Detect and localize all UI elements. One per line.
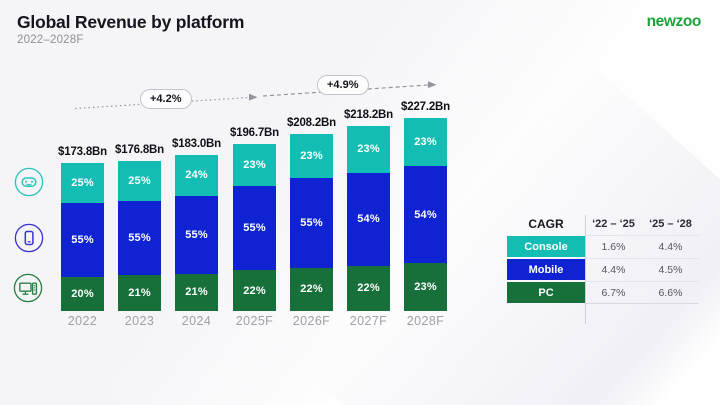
stacked-bar-2022: 25% 55% 20% [61, 163, 104, 311]
segment-mobile-2027F: 54% [347, 172, 390, 266]
pc-legend [13, 273, 43, 303]
segment-pct-label: 23% [414, 136, 437, 149]
segment-mobile-2028F: 54% [404, 166, 447, 263]
segment-pct-label: 55% [71, 233, 94, 246]
axis-label-2027F: 2027F [349, 314, 388, 328]
cagr-table-rows: Console 1.6% 4.4% Mobile 4.4% 4.5% PC 6.7% 6.6% [507, 235, 699, 304]
bar-total-label-2022: $173.8Bn [58, 146, 107, 158]
segment-pct-label: 21% [185, 286, 208, 299]
stacked-bar-2026F: 23% 55% 22% [290, 134, 333, 311]
cagr-value-pc-0: 6.7% [585, 281, 642, 304]
segment-mobile-2025F: 55% [233, 186, 276, 271]
desktop-pc-icon [13, 273, 43, 303]
segment-pc-2022: 20% [61, 276, 104, 311]
segment-pct-label: 22% [243, 284, 266, 297]
axis-label-2028F: 2028F [406, 314, 445, 328]
segment-pct-label: 55% [185, 228, 208, 241]
segment-pc-2024: 21% [175, 273, 218, 311]
cagr-value-mobile-0: 4.4% [585, 258, 642, 281]
cagr-col-25-28: ‘25 – ‘28 [649, 217, 692, 230]
cagr-value-console-0: 1.6% [585, 235, 642, 258]
segment-mobile-2024: 55% [175, 195, 218, 274]
bar-total-label-2024: $183.0Bn [172, 138, 221, 150]
segment-console-2022: 25% [61, 163, 104, 203]
segment-mobile-2022: 55% [61, 203, 104, 277]
stacked-bar-2025F: 23% 55% 22% [233, 144, 276, 311]
console-legend [14, 167, 44, 197]
cagr-value-pc-1: 6.6% [642, 281, 699, 304]
segment-mobile-2026F: 55% [290, 178, 333, 268]
axis-label-2025F: 2025F [235, 314, 274, 328]
segment-pct-label: 23% [300, 150, 323, 163]
cagr-row-pc: PC 6.7% 6.6% [507, 281, 699, 304]
segment-pct-label: 54% [414, 208, 437, 221]
segment-pc-2026F: 22% [290, 267, 333, 311]
stacked-bar-2024: 24% 55% 21% [175, 155, 218, 311]
table-divider [585, 215, 586, 324]
smartphone-icon [14, 223, 44, 253]
cagr-row-label-pc: PC [507, 282, 585, 303]
cagr-table: CAGR ‘22 – ‘25 ‘25 – ‘28 Console 1.6% 4.4%… [507, 212, 699, 324]
segment-pct-label: 22% [357, 282, 380, 295]
stacked-bar-2027F: 23% 54% 22% [347, 126, 390, 311]
segment-pc-2027F: 22% [347, 265, 390, 311]
segment-pct-label: 20% [71, 287, 94, 300]
mobile-legend [14, 223, 44, 253]
bar-total-label-2028F: $227.2Bn [401, 101, 450, 113]
segment-pct-label: 55% [243, 222, 266, 235]
arrowhead-icon [249, 93, 258, 101]
cagr-table-title: CAGR [528, 216, 564, 231]
cagr-col-22-25: ‘22 – ‘25 [592, 217, 635, 230]
cagr-value-console-1: 4.4% [642, 235, 699, 258]
axis-label-2024: 2024 [181, 314, 212, 328]
segment-pct-label: 22% [300, 283, 323, 296]
segment-console-2024: 24% [175, 155, 218, 196]
cagr-value-mobile-1: 4.5% [642, 258, 699, 281]
stacked-bar-2028F: 23% 54% 23% [404, 118, 447, 311]
cagr-table-header: CAGR ‘22 – ‘25 ‘25 – ‘28 [507, 212, 699, 235]
segment-pc-2025F: 22% [233, 270, 276, 311]
axis-label-2023: 2023 [124, 314, 155, 328]
gamepad-icon [14, 167, 44, 197]
segment-pc-2028F: 23% [404, 262, 447, 311]
axis-label-2022: 2022 [67, 314, 98, 328]
segment-mobile-2023: 55% [118, 201, 161, 276]
page-subtitle: 2022–2028F [17, 34, 84, 46]
cagr-row-label-mobile: Mobile [507, 259, 585, 280]
growth-badge-first-period: +4.2% [140, 89, 192, 109]
segment-pct-label: 55% [300, 217, 323, 230]
segment-pct-label: 55% [128, 232, 151, 245]
cagr-row-console: Console 1.6% 4.4% [507, 235, 699, 258]
segment-console-2028F: 23% [404, 118, 447, 167]
segment-pct-label: 25% [128, 175, 151, 188]
segment-pct-label: 24% [185, 169, 208, 182]
segment-pct-label: 23% [414, 280, 437, 293]
segment-console-2027F: 23% [347, 126, 390, 173]
segment-pc-2023: 21% [118, 275, 161, 311]
segment-console-2025F: 23% [233, 144, 276, 187]
segment-pct-label: 23% [357, 143, 380, 156]
segment-pct-label: 23% [243, 159, 266, 172]
segment-pct-label: 21% [128, 287, 151, 300]
segment-pct-label: 54% [357, 213, 380, 226]
stacked-bar-2023: 25% 55% 21% [118, 161, 161, 311]
segment-console-2023: 25% [118, 161, 161, 202]
axis-label-2026F: 2026F [292, 314, 331, 328]
segment-pct-label: 25% [71, 177, 94, 189]
arrowhead-icon [428, 81, 437, 89]
growth-badge-second-period: +4.9% [317, 75, 369, 95]
cagr-row-label-console: Console [507, 236, 585, 257]
cagr-row-mobile: Mobile 4.4% 4.5% [507, 258, 699, 281]
segment-console-2026F: 23% [290, 134, 333, 179]
